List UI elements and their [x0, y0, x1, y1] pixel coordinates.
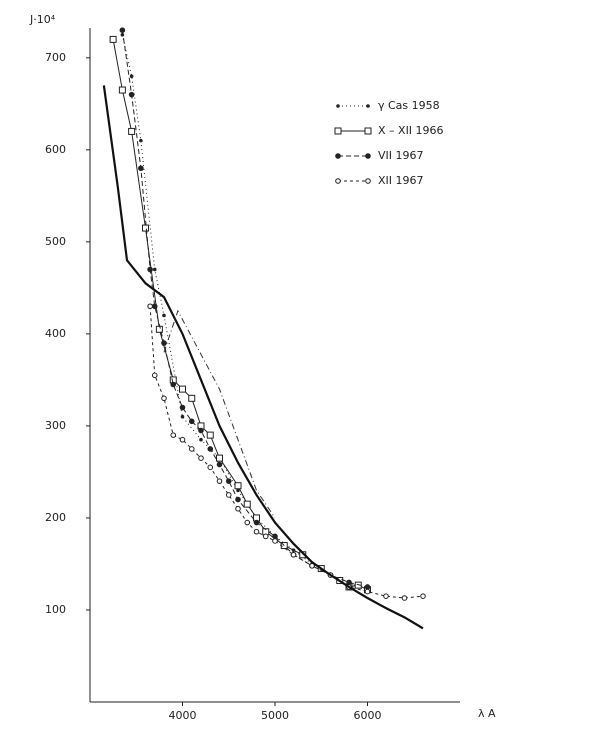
- point: [364, 127, 372, 135]
- point: [179, 436, 186, 443]
- point: [199, 437, 203, 442]
- series-line: [102, 85, 424, 630]
- x-axis-label: λ A: [478, 707, 496, 720]
- point: [225, 492, 232, 498]
- point: [253, 528, 260, 535]
- legend-label: γ Cas 1958: [378, 99, 440, 112]
- point: [161, 395, 167, 402]
- point: [366, 104, 370, 108]
- point: [142, 224, 149, 232]
- point: [147, 303, 153, 310]
- point: [335, 153, 341, 159]
- point: [216, 454, 223, 462]
- point: [139, 138, 143, 143]
- point: [272, 533, 278, 540]
- point: [365, 153, 371, 159]
- legend-label: VII 1967: [378, 149, 424, 162]
- legend-label: XII 1967: [378, 174, 424, 187]
- point: [109, 35, 117, 43]
- point: [128, 91, 135, 98]
- point: [170, 432, 177, 438]
- point: [262, 533, 269, 540]
- point: [188, 446, 195, 452]
- series-line: [149, 306, 424, 599]
- point: [346, 579, 352, 586]
- point: [119, 27, 126, 34]
- point: [170, 381, 177, 388]
- legend-label: X – XII 1966: [378, 124, 444, 137]
- point: [234, 482, 242, 490]
- point: [253, 519, 260, 526]
- point: [334, 127, 342, 135]
- y-axis-label: J·10⁴: [29, 13, 56, 26]
- y-tick-label: 600: [45, 143, 66, 156]
- point: [243, 500, 251, 508]
- point: [179, 385, 186, 393]
- point: [309, 563, 315, 569]
- point: [118, 86, 126, 94]
- point: [151, 303, 158, 310]
- y-tick-label: 200: [45, 511, 66, 524]
- point: [207, 446, 214, 452]
- y-tick-label: 100: [45, 603, 66, 616]
- y-tick-label: 700: [45, 51, 66, 64]
- y-tick-label: 500: [45, 235, 66, 248]
- point: [188, 394, 196, 402]
- point: [138, 165, 144, 172]
- series-line: [163, 309, 276, 519]
- point: [161, 340, 167, 346]
- point: [244, 519, 251, 526]
- point: [151, 372, 158, 379]
- point: [206, 431, 214, 439]
- point: [401, 595, 408, 601]
- point: [290, 551, 297, 558]
- point: [147, 266, 153, 273]
- x-tick-label: 5000: [261, 709, 289, 722]
- point: [179, 404, 186, 411]
- point: [207, 464, 214, 471]
- y-tick-label: 300: [45, 419, 66, 432]
- point: [364, 584, 371, 590]
- point: [216, 478, 223, 484]
- point: [225, 478, 232, 484]
- point: [235, 505, 241, 512]
- point: [335, 178, 341, 184]
- point: [272, 538, 278, 544]
- point: [235, 496, 241, 503]
- point: [152, 267, 157, 272]
- x-tick-label: 4000: [169, 709, 197, 722]
- point: [364, 588, 371, 595]
- point: [180, 414, 185, 419]
- point: [420, 593, 426, 599]
- series-line: [121, 34, 368, 593]
- point: [162, 313, 166, 318]
- point: [198, 455, 204, 461]
- point: [188, 418, 195, 425]
- x-tick-label: 6000: [354, 709, 382, 722]
- point: [365, 178, 371, 184]
- point: [198, 427, 204, 434]
- point: [216, 461, 223, 468]
- point: [336, 104, 340, 108]
- y-tick-label: 400: [45, 327, 66, 340]
- point: [128, 127, 136, 135]
- point: [236, 488, 240, 493]
- point: [383, 593, 389, 599]
- point: [129, 74, 134, 79]
